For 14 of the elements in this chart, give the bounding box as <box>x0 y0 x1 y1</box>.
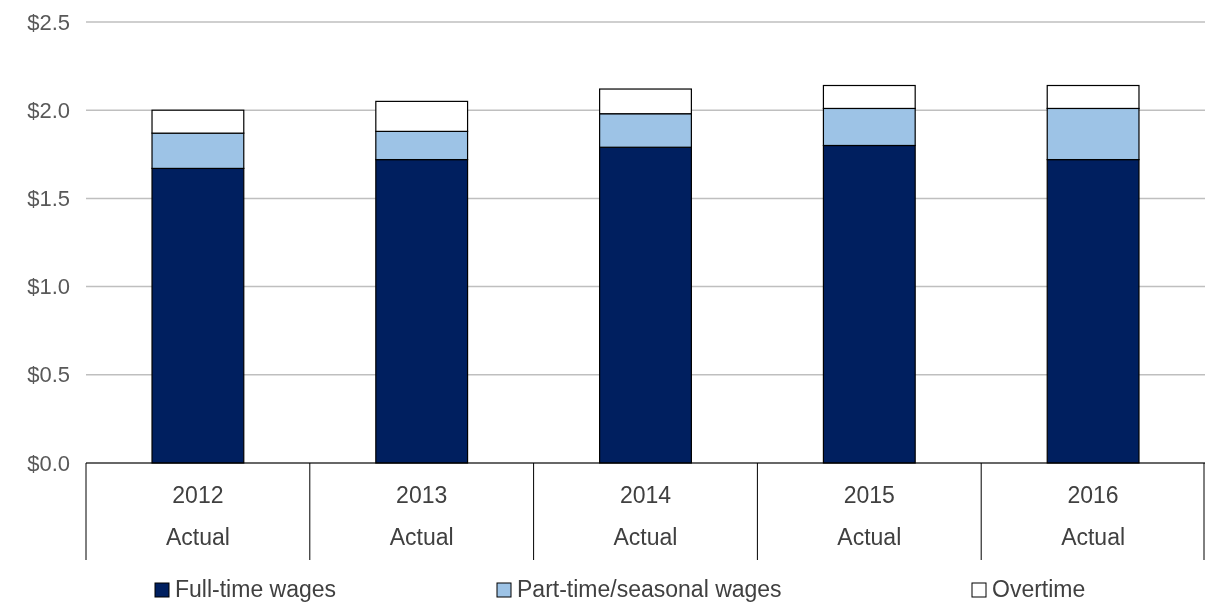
x-tick-label: 2013 Actual <box>389 482 454 550</box>
y-tick-label: $1.5 <box>27 185 70 211</box>
legend-label: Overtime <box>992 576 1086 602</box>
x-tick-label: 2012 Actual <box>165 482 230 550</box>
x-tick-label: 2015 Actual <box>837 482 902 550</box>
y-tick-label: $0.5 <box>27 362 70 388</box>
y-tick-label: $2.0 <box>27 97 70 123</box>
y-tick-label: $2.5 <box>27 9 70 35</box>
legend-label: Part-time/seasonal wages <box>517 576 782 602</box>
y-tick-label: $0.0 <box>27 450 70 476</box>
y-tick-label: $1.0 <box>27 274 70 300</box>
legend-label: Full-time wages <box>175 576 337 602</box>
x-tick-label: 2016 Actual <box>1061 482 1126 550</box>
x-tick-label: 2014 Actual <box>613 482 678 550</box>
